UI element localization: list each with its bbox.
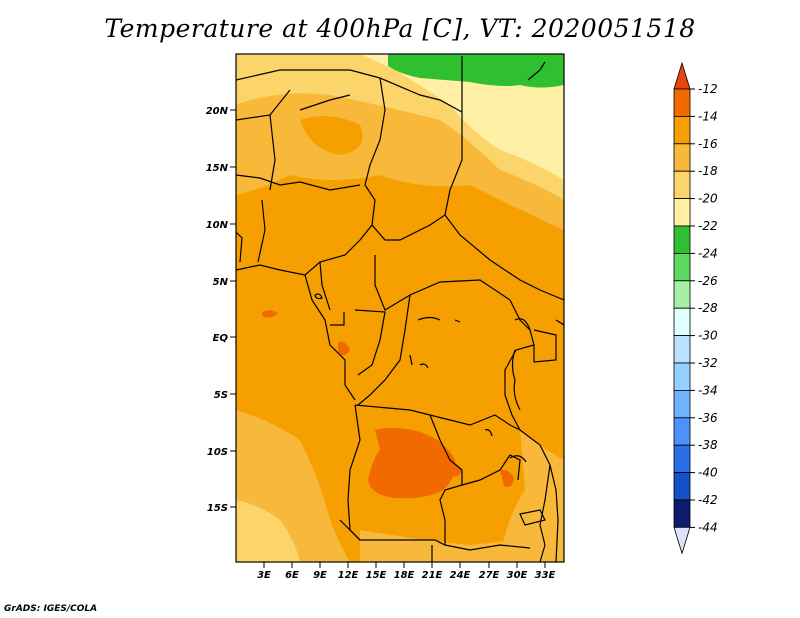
lat-label: 10S <box>207 447 228 458</box>
lon-label: 6E <box>285 570 299 581</box>
colorbar-swatch <box>673 88 691 117</box>
colorbar-label: -32 <box>698 356 718 370</box>
colorbar-label: -38 <box>698 438 718 452</box>
colorbar-label: -28 <box>698 301 718 315</box>
colorbar-swatch <box>673 389 691 419</box>
country-borders <box>236 56 564 562</box>
colorbar-label: -12 <box>698 82 718 96</box>
colorbar-label: -40 <box>698 466 718 480</box>
colorbar-swatch <box>673 252 691 282</box>
lat-label: 15S <box>207 503 228 514</box>
colorbar-label: -30 <box>698 329 718 343</box>
lon-label: 15E <box>366 570 387 581</box>
longitude-axis: 3E 6E 9E 12E 15E 18E 21E 24E 27E 30E 33E <box>257 562 556 581</box>
latitude-axis: 20N 15N 10N 5N EQ 5S 10S 15S <box>206 106 236 514</box>
lat-label: 20N <box>206 106 229 117</box>
colorbar-swatch <box>673 198 691 227</box>
colorbar-swatch <box>673 170 691 199</box>
colorbar-swatch <box>673 499 691 528</box>
colorbar-label: -18 <box>698 164 718 178</box>
lon-label: 33E <box>535 570 556 581</box>
colorbar-label: -24 <box>698 246 718 260</box>
lat-label: 5N <box>213 277 229 288</box>
lon-label: 3E <box>257 570 271 581</box>
lat-label: EQ <box>213 333 229 344</box>
colorbar-swatch <box>673 143 691 172</box>
colorbar-label: -22 <box>698 219 718 233</box>
colorbar-top-arrow <box>673 61 691 90</box>
colorbar-swatch <box>673 472 691 501</box>
map-title: Temperature at 400hPa [C], VT: 202005151… <box>104 14 696 43</box>
colorbar-swatch <box>673 225 691 254</box>
lon-label: 12E <box>338 570 359 581</box>
lon-label: 9E <box>313 570 327 581</box>
colorbar-label: -20 <box>698 192 718 206</box>
colorbar-swatch <box>673 116 691 145</box>
credit-text: GrADS: IGES/COLA <box>4 604 98 614</box>
colorbar-swatch <box>673 362 691 391</box>
colorbar-swatch <box>673 307 691 337</box>
colorbar-swatch <box>673 280 691 309</box>
colorbar-swatch <box>673 444 691 474</box>
lon-label: 24E <box>450 570 471 581</box>
lon-label: 21E <box>422 570 443 581</box>
colorbar-label: -34 <box>698 383 718 397</box>
lat-label: 15N <box>206 163 229 174</box>
lon-label: 18E <box>394 570 415 581</box>
colorbar-label: -14 <box>698 109 718 123</box>
lat-label: 10N <box>206 220 229 231</box>
colorbar-label: -16 <box>698 137 718 151</box>
colorbar-label: -42 <box>698 493 718 507</box>
colorbar-bottom-arrow <box>673 527 691 555</box>
colorbar-label: -36 <box>698 411 718 425</box>
temperature-field <box>236 54 564 562</box>
lat-label: 5S <box>214 390 228 401</box>
colorbar-swatch <box>673 335 691 364</box>
lon-label: 27E <box>479 570 500 581</box>
colorbar-label: -26 <box>698 274 718 288</box>
lon-label: 30E <box>507 570 528 581</box>
colorbar: -12 -14 -16 -18 -20 -22 -24 -26 -28 -30 -32 -34 -36 -… <box>673 61 718 555</box>
colorbar-swatch <box>673 417 691 446</box>
map-frame <box>235 53 565 563</box>
colorbar-label: -44 <box>698 520 718 534</box>
